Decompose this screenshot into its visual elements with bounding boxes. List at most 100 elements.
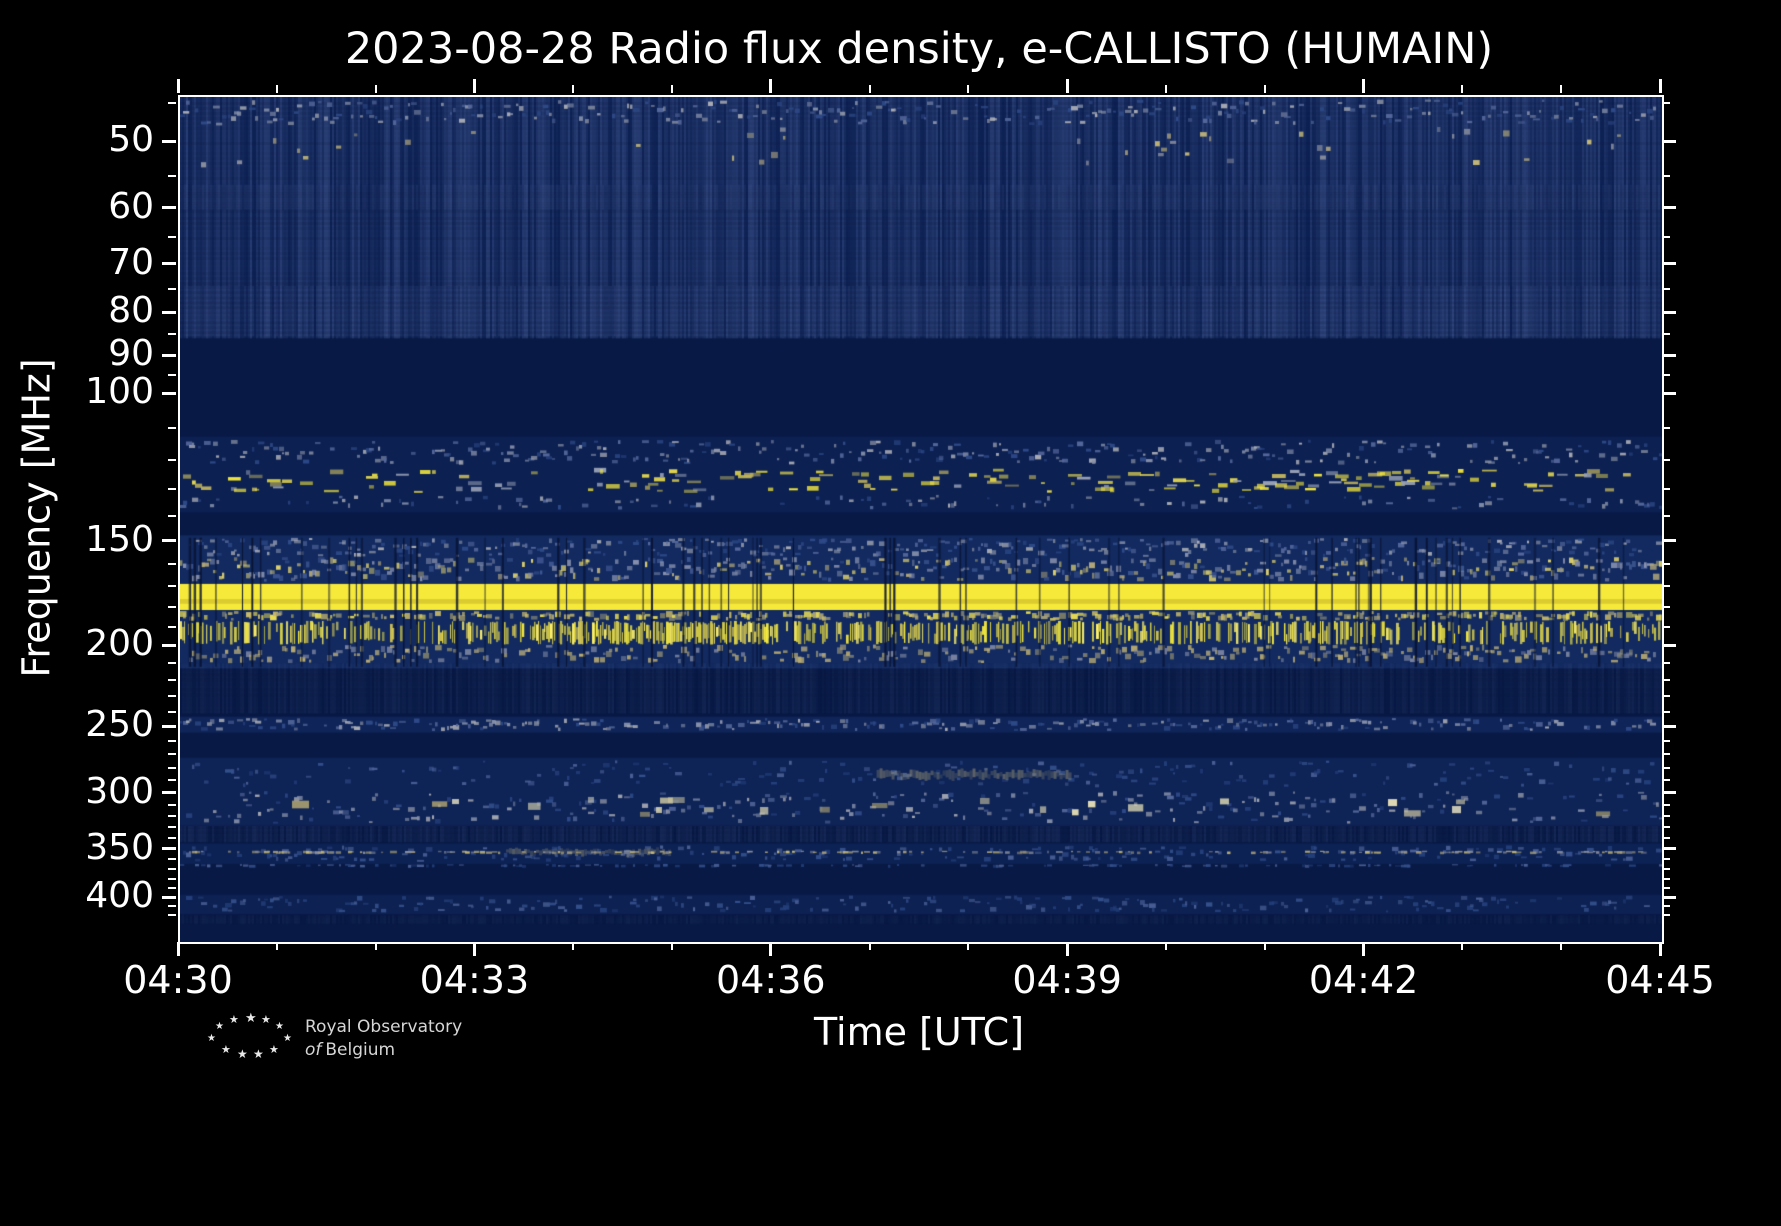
x-minor-tick <box>1461 942 1464 950</box>
x-minor-tick-top <box>572 85 575 93</box>
y-minor-tick <box>168 779 176 782</box>
y-major-tick <box>162 539 176 543</box>
star-icon: ★ <box>275 1021 284 1032</box>
x-minor-tick <box>1263 942 1266 950</box>
y-major-tick <box>162 139 176 143</box>
x-minor-tick-top <box>671 85 673 93</box>
y-minor-tick-right <box>1662 739 1670 742</box>
y-major-tick-right <box>1662 139 1676 143</box>
x-major-tick <box>472 942 476 956</box>
x-minor-tick <box>671 942 673 950</box>
y-minor-tick-right <box>1662 487 1670 490</box>
y-major-tick <box>162 206 176 210</box>
y-tick-label: 50 <box>108 119 154 161</box>
y-tick-label: 300 <box>85 770 154 812</box>
y-major-tick-right <box>1662 791 1676 795</box>
y-minor-tick <box>168 585 176 588</box>
x-tick-label: 04:36 <box>716 958 826 1002</box>
y-minor-tick <box>168 837 176 840</box>
y-minor-tick-right <box>1662 625 1670 628</box>
y-minor-tick <box>168 333 176 336</box>
chart-title: 2023-08-28 Radio flux density, e-CALLIST… <box>344 24 1494 74</box>
x-tick-label: 04:30 <box>123 958 233 1002</box>
y-tick-label: 70 <box>108 241 154 283</box>
x-minor-tick-top <box>868 85 871 93</box>
star-icon: ★ <box>237 1047 248 1061</box>
y-minor-tick <box>168 373 176 376</box>
x-minor-tick <box>967 942 970 950</box>
y-major-tick-right <box>1662 724 1676 728</box>
y-minor-tick <box>168 287 176 290</box>
y-minor-tick-right <box>1662 826 1670 829</box>
plot-area <box>178 95 1664 944</box>
y-minor-tick-right <box>1662 877 1670 880</box>
x-major-tick-top <box>472 79 476 93</box>
y-axis-label: Frequency [MHz] <box>15 357 60 678</box>
y-minor-tick-right <box>1662 695 1670 698</box>
y-minor-tick-right <box>1662 815 1670 818</box>
y-major-tick-right <box>1662 262 1676 266</box>
y-minor-tick <box>168 102 176 105</box>
star-icon: ★ <box>283 1033 292 1044</box>
y-minor-tick <box>168 913 176 916</box>
y-minor-tick <box>168 710 176 713</box>
x-minor-tick <box>1560 942 1563 950</box>
y-major-tick <box>162 724 176 728</box>
star-icon: ★ <box>245 1011 257 1026</box>
y-minor-tick <box>168 877 176 880</box>
y-minor-tick <box>168 753 176 756</box>
y-minor-tick <box>168 857 176 860</box>
y-tick-label: 90 <box>108 332 154 374</box>
x-major-tick <box>1658 942 1662 956</box>
y-minor-tick <box>168 563 176 566</box>
y-minor-tick-right <box>1662 287 1670 290</box>
x-major-tick <box>1065 942 1069 956</box>
x-minor-tick-top <box>1560 85 1563 93</box>
y-major-tick <box>162 262 176 266</box>
x-major-tick <box>1362 942 1366 956</box>
y-minor-tick-right <box>1662 779 1670 782</box>
y-minor-tick-right <box>1662 905 1670 908</box>
y-tick-label: 400 <box>85 875 154 917</box>
x-major-tick-top <box>1658 79 1662 93</box>
star-icon: ★ <box>229 1013 239 1026</box>
y-minor-tick <box>168 427 176 429</box>
x-major-tick-top <box>1362 79 1366 93</box>
y-major-tick <box>162 643 176 647</box>
star-icon: ★ <box>269 1043 279 1056</box>
star-icon: ★ <box>221 1043 231 1056</box>
y-minor-tick-right <box>1662 563 1670 566</box>
y-minor-tick <box>168 826 176 829</box>
y-major-tick <box>162 895 176 899</box>
y-minor-tick-right <box>1662 753 1670 756</box>
y-minor-tick <box>168 235 176 238</box>
y-minor-tick <box>168 815 176 818</box>
y-minor-tick <box>168 886 176 889</box>
x-minor-tick-top <box>967 85 970 93</box>
x-minor-tick <box>1165 942 1167 950</box>
star-icon: ★ <box>215 1021 224 1032</box>
y-minor-tick <box>168 739 176 742</box>
x-major-tick <box>769 942 773 956</box>
y-major-tick-right <box>1662 539 1676 543</box>
y-minor-tick <box>168 605 176 608</box>
y-minor-tick-right <box>1662 102 1670 105</box>
x-minor-tick <box>275 942 278 950</box>
y-major-tick <box>162 791 176 795</box>
y-major-tick-right <box>1662 847 1676 851</box>
y-minor-tick <box>168 678 176 681</box>
x-major-tick-top <box>176 79 180 93</box>
y-major-tick-right <box>1662 391 1676 395</box>
x-tick-label: 04:42 <box>1308 958 1419 1002</box>
star-icon: ★ <box>261 1013 271 1026</box>
x-minor-tick-top <box>275 85 278 93</box>
x-minor-tick-top <box>1461 85 1464 93</box>
y-minor-tick-right <box>1662 913 1670 916</box>
rob-logo: ★ ★ ★ ★ ★ ★ ★ ★ ★ ★ ★ Royal Observatory of Belgium <box>205 1008 525 1078</box>
y-minor-tick-right <box>1662 766 1670 769</box>
y-major-tick <box>162 310 176 314</box>
x-tick-label: 04:33 <box>419 958 530 1002</box>
x-minor-tick-top <box>1263 85 1266 93</box>
y-major-tick <box>162 391 176 395</box>
